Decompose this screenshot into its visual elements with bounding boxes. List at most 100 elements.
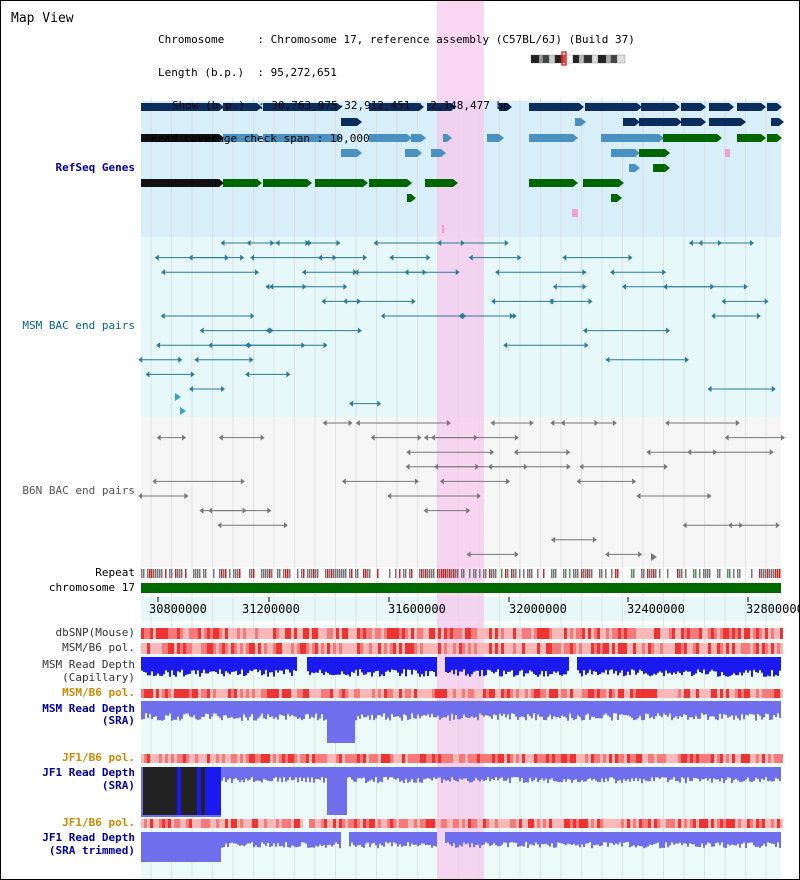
polymorphism-cell [594, 754, 597, 763]
polymorphism-cell [447, 689, 450, 698]
bac-end-marker [246, 240, 251, 246]
track-label-msm-read-depth-capillary[interactable]: MSM Read Depth [42, 658, 135, 671]
read-depth-bar [477, 832, 479, 845]
polymorphism-cell [246, 689, 249, 698]
track-label-jf1-read-depth-trimmed[interactable]: JF1 Read Depth [42, 831, 135, 844]
polymorphism-cell [609, 643, 612, 654]
polymorphism-cell [639, 819, 642, 828]
polymorphism-cell [324, 628, 327, 639]
track-label-jf1-b6-pol[interactable]: JF1/B6 pol. [62, 751, 135, 764]
read-depth-bar [423, 767, 425, 780]
refseq-gene [223, 103, 257, 111]
track-label-chromosome[interactable]: chromosome 17 [48, 581, 135, 594]
read-depth-bar [383, 832, 385, 847]
track-label-repeat[interactable]: Repeat [95, 566, 135, 579]
track-label-refseq-genes[interactable]: RefSeq Genes [55, 161, 135, 174]
polymorphism-cell [414, 643, 417, 654]
read-depth-bar [463, 767, 465, 779]
read-depth-bar [589, 657, 591, 670]
info-value-read-coverage: 10,000 [329, 132, 370, 145]
read-depth-bar [479, 832, 481, 849]
read-depth-bar [487, 767, 489, 778]
read-depth-bar [467, 657, 469, 674]
polymorphism-cell [699, 754, 702, 763]
track-label-msm-read-depth-sra[interactable]: MSM Read Depth [42, 702, 135, 715]
repeat-element [585, 569, 587, 578]
track-label-jf1-b6-pol-trimmed[interactable]: JF1/B6 pol. [62, 816, 135, 829]
read-depth-bar [341, 657, 343, 672]
bac-end-marker [145, 371, 150, 378]
read-depth-bar [439, 701, 441, 720]
polymorphism-cell [549, 643, 552, 654]
polymorphism-cell [237, 689, 240, 698]
read-depth-bar [629, 767, 631, 782]
read-depth-bar [713, 701, 715, 717]
bac-end-marker [504, 240, 509, 246]
read-depth-bar [567, 657, 569, 671]
repeat-element [599, 569, 601, 578]
repeat-element [269, 569, 271, 578]
polymorphism-cell [714, 819, 717, 828]
polymorphism-cell [642, 754, 645, 763]
read-depth-bar [533, 832, 535, 846]
read-depth-bar [525, 832, 527, 842]
polymorphism-cell [540, 628, 543, 639]
polymorphism-cell [159, 819, 162, 828]
read-depth-bar [703, 701, 705, 715]
polymorphism-cell [408, 643, 411, 654]
read-depth-bar [717, 657, 719, 677]
bac-end-marker [426, 254, 431, 261]
polymorphism-cell [468, 689, 471, 698]
read-depth-bar [343, 657, 345, 675]
read-depth-bar [639, 701, 641, 716]
polymorphism-cell [408, 819, 411, 828]
polymorphism-cell [159, 628, 162, 639]
refseq-gene-arrow [659, 134, 664, 142]
bac-end-marker [348, 420, 353, 426]
read-depth-bar [747, 832, 749, 843]
read-depth-bar [311, 767, 313, 778]
polymorphism-cell [579, 628, 582, 639]
track-label-dbsnp[interactable]: dbSNP(Mouse) [55, 626, 135, 639]
read-depth-bar [557, 767, 559, 782]
track-label-msm-bac[interactable]: MSM BAC end pairs [22, 319, 135, 332]
read-depth-bar [557, 701, 559, 717]
polymorphism-cell [147, 643, 150, 654]
read-depth-bar [681, 657, 683, 676]
track-label-msm-b6-pol[interactable]: MSM/B6 pol. [62, 641, 135, 654]
polymorphism-cell [477, 643, 480, 654]
track-label-jf1-read-depth-sra[interactable]: JF1 Read Depth [42, 766, 135, 779]
repeat-element [583, 569, 585, 578]
polymorphism-cell [603, 819, 606, 828]
polymorphism-cell [585, 754, 588, 763]
read-depth-bar [399, 701, 401, 718]
read-depth-bar [237, 832, 239, 845]
polymorphism-cell [654, 819, 657, 828]
track-label-msm-b6-pol-sra[interactable]: MSM/B6 pol. [62, 686, 135, 699]
read-depth-bar [767, 657, 769, 676]
read-depth-bar [231, 701, 233, 718]
repeat-element [315, 569, 317, 578]
polymorphism-cell [675, 628, 678, 639]
read-depth-bar [763, 832, 765, 844]
read-depth-bar [391, 767, 393, 778]
polymorphism-cell [207, 643, 210, 654]
read-depth-bar [777, 701, 779, 714]
track-label-b6n-bac[interactable]: B6N BAC end pairs [22, 484, 135, 497]
polymorphism-cell [480, 819, 483, 828]
bac-end-marker [582, 269, 587, 276]
bac-end-marker [688, 240, 693, 246]
polymorphism-cell [702, 628, 705, 639]
bac-end-marker [321, 298, 326, 305]
polymorphism-cell [540, 643, 543, 654]
read-depth-bar [651, 767, 653, 778]
polymorphism-cell [351, 628, 354, 639]
read-depth-bar [691, 701, 693, 718]
polymorphism-cell [747, 689, 750, 698]
read-depth-bar [363, 767, 365, 778]
read-depth-bar [769, 832, 771, 844]
read-depth-bar [149, 832, 151, 862]
polymorphism-cell [747, 643, 750, 654]
read-depth-bar [249, 701, 251, 717]
